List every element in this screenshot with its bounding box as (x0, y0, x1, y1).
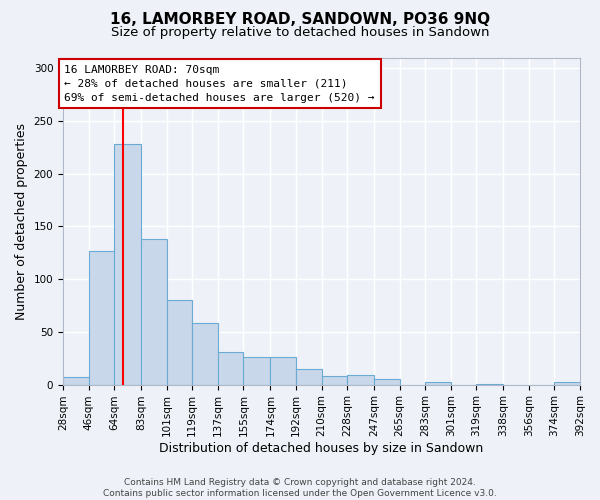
Bar (322, 376, 347, 384)
Bar (63, 377, 89, 384)
Text: 16 LAMORBEY ROAD: 70sqm
← 28% of detached houses are smaller (211)
69% of semi-d: 16 LAMORBEY ROAD: 70sqm ← 28% of detache… (64, 65, 375, 103)
Bar (374, 380, 400, 384)
Bar (347, 375, 374, 384)
Bar (425, 382, 451, 384)
Bar (141, 239, 167, 384)
Text: 16, LAMORBEY ROAD, SANDOWN, PO36 9NQ: 16, LAMORBEY ROAD, SANDOWN, PO36 9NQ (110, 12, 490, 28)
Bar (192, 324, 218, 384)
Text: Contains HM Land Registry data © Crown copyright and database right 2024.
Contai: Contains HM Land Registry data © Crown c… (103, 478, 497, 498)
Bar (271, 357, 296, 384)
X-axis label: Distribution of detached houses by size in Sandown: Distribution of detached houses by size … (160, 442, 484, 455)
Bar (554, 382, 580, 384)
Bar (244, 357, 271, 384)
Bar (89, 250, 114, 384)
Bar (296, 369, 322, 384)
Text: Size of property relative to detached houses in Sandown: Size of property relative to detached ho… (111, 26, 489, 39)
Bar (218, 352, 244, 384)
Bar (114, 144, 141, 384)
Y-axis label: Number of detached properties: Number of detached properties (15, 122, 28, 320)
Bar (167, 300, 192, 384)
